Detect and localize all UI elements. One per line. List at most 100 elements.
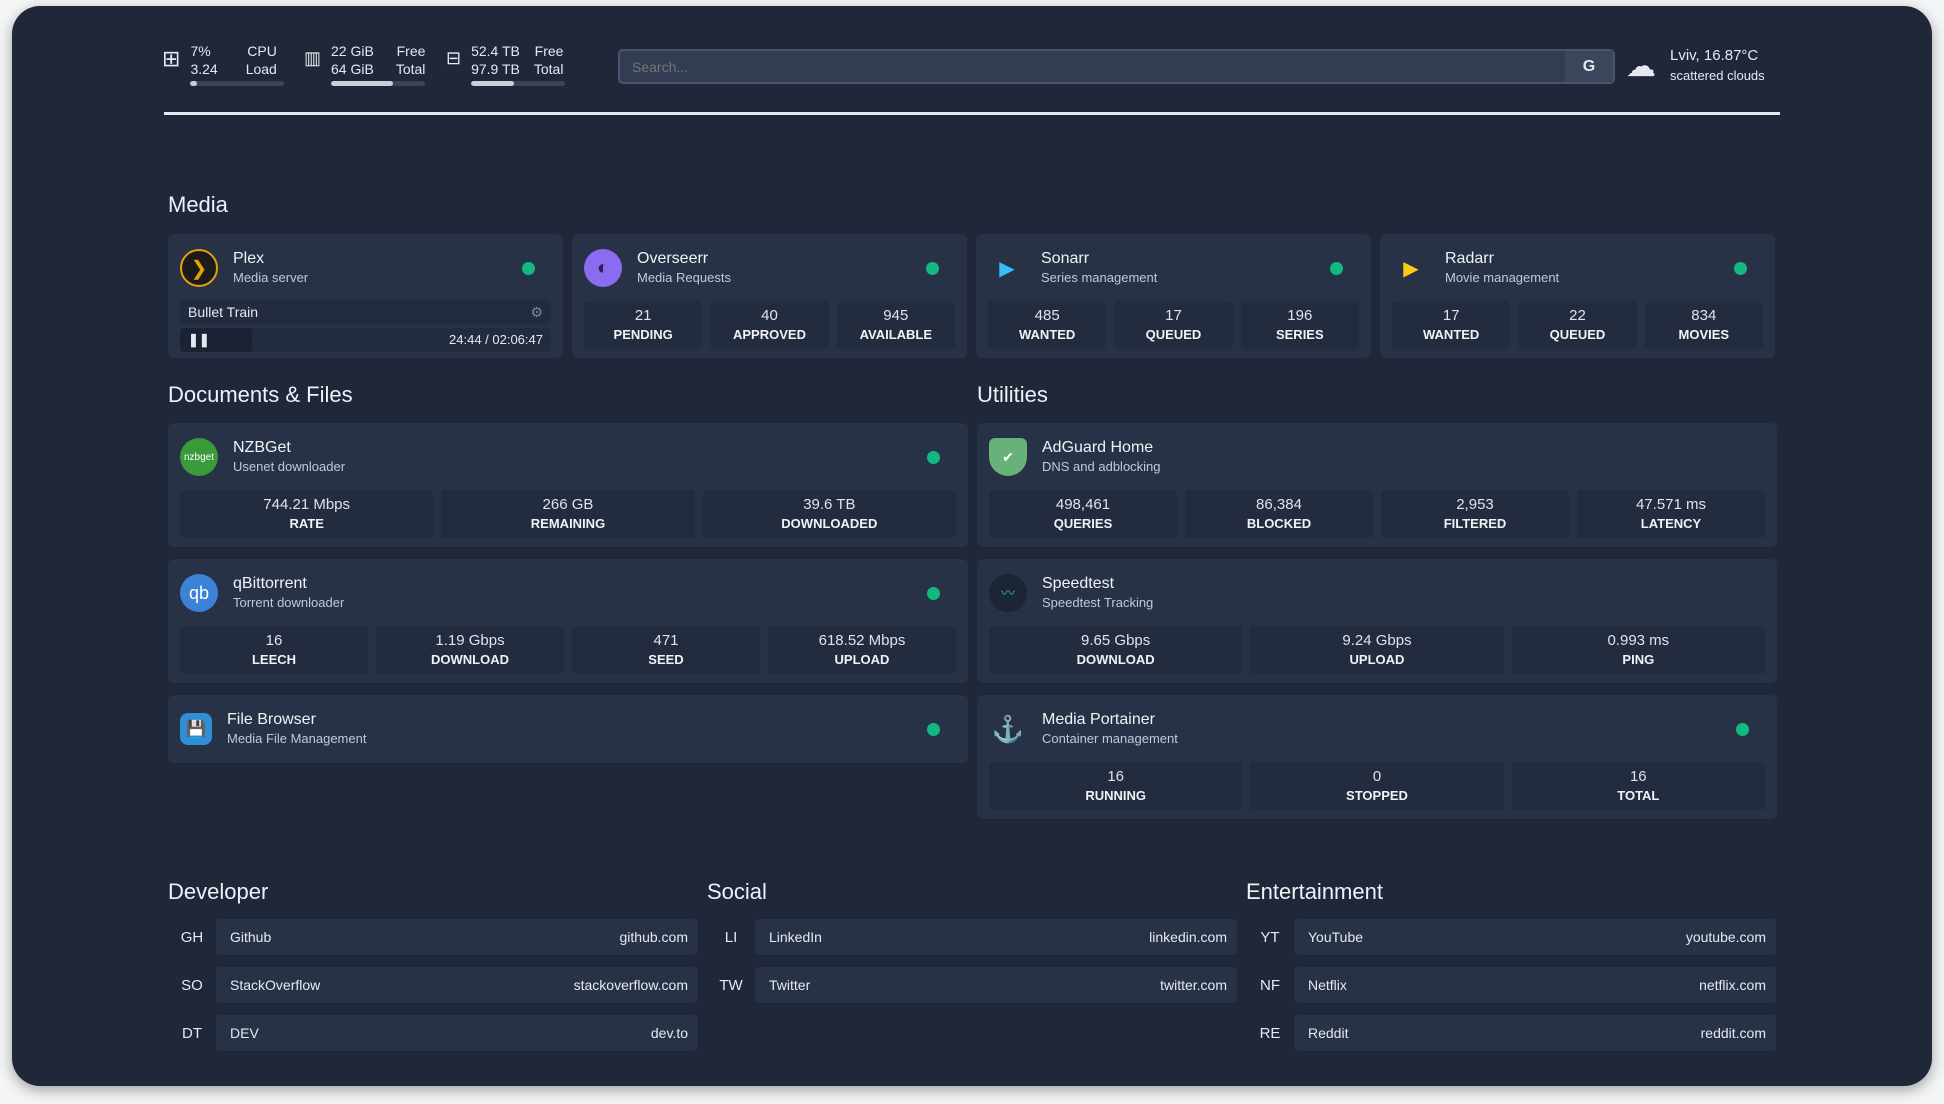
service-card-overseerr[interactable]: ◐ Overseerr Media Requests 21 PENDING 40 APPRO… [572, 234, 967, 358]
stat-available: 945 AVAILABLE [836, 301, 955, 349]
service-card-file-browser[interactable]: 💾 File Browser Media File Management [168, 695, 968, 763]
search-input[interactable] [620, 58, 1565, 75]
stat-queued: 22 QUEUED [1518, 301, 1637, 349]
bookmark-abbr: LI [724, 928, 738, 946]
bookmark-reddit[interactable]: RE Reddit reddit.com [1246, 1015, 1776, 1051]
stat-value: 40 [761, 307, 778, 324]
stat-downloaded: 39.6 TB DOWNLOADED [702, 490, 956, 538]
bookmark-url[interactable]: github.com [619, 929, 688, 945]
status-online-dot [927, 450, 940, 464]
bookmark-linkedin[interactable]: LI LinkedIn linkedin.com [707, 919, 1237, 955]
cloud-icon: ☁ [1626, 49, 1656, 83]
bookmark-name[interactable]: Netflix [1308, 977, 1347, 993]
stats-row: 16 LEECH 1.19 Gbps DOWNLOAD 471 SEED 618.52 Mb… [180, 626, 956, 674]
service-desc: Media server [233, 270, 309, 285]
stats-row: 498,461 QUERIES 86,384 BLOCKED 2,953 FILTERED… [989, 490, 1765, 538]
stat-download: 1.19 Gbps DOWNLOAD [376, 626, 564, 674]
playback-bar[interactable]: ❚❚ 24:44 / 02:06:47 [180, 328, 551, 352]
bookmark-youtube[interactable]: YT YouTube youtube.com [1246, 919, 1776, 955]
bookmark-url[interactable]: twitter.com [1160, 977, 1227, 993]
service-desc: Torrent downloader [233, 595, 345, 610]
stats-row: 744.21 Mbps RATE 266 GB REMAINING 39.6 TB DOW… [180, 490, 956, 538]
stat-label: APPROVED [733, 327, 806, 342]
service-card-nzbget[interactable]: nzbget NZBGet Usenet downloader 744.21 Mbps… [168, 423, 968, 547]
cpu-load: 3.24 [190, 61, 218, 77]
settings-icon[interactable]: ⚙ [530, 303, 543, 320]
service-card-media-portainer[interactable]: ⚓ Media Portainer Container management 16 RU… [977, 695, 1777, 819]
bookmark-abbr: TW [719, 976, 743, 994]
stat-value: 16 [265, 632, 283, 649]
service-desc: Movie management [1445, 270, 1560, 285]
bookmark-url[interactable]: linkedin.com [1149, 929, 1227, 945]
service-name: qBittorrent [233, 575, 307, 592]
stat-upload: 9.24 Gbps UPLOAD [1250, 626, 1504, 674]
stat-label: SERIES [1275, 327, 1324, 342]
service-name: NZBGet [233, 439, 291, 456]
cpu-widget: ⊞ 7% 3.24 CPU Load [162, 42, 285, 86]
free-label: Free [534, 43, 564, 59]
pause-icon[interactable]: ❚❚ [188, 332, 210, 347]
search-bar[interactable]: G [618, 49, 1615, 84]
stat-label: WANTED [1018, 327, 1076, 342]
stat-label: RUNNING [1085, 788, 1146, 803]
stat-rate: 744.21 Mbps RATE [180, 490, 434, 538]
service-desc: Media Requests [637, 270, 731, 285]
bookmark-dev[interactable]: DT DEV dev.to [168, 1015, 698, 1051]
service-name: Sonarr [1041, 250, 1090, 267]
bookmark-netflix[interactable]: NF Netflix netflix.com [1246, 967, 1776, 1003]
memory-bar [331, 81, 426, 86]
bookmark-name[interactable]: Twitter [769, 977, 811, 993]
stat-label: PENDING [613, 327, 673, 342]
total-label: Total [395, 61, 426, 77]
bookmark-name[interactable]: StackOverflow [230, 977, 321, 993]
bookmark-name[interactable]: Github [230, 929, 272, 945]
bookmark-abbr: NF [1260, 976, 1280, 994]
bookmark-twitter[interactable]: TW Twitter twitter.com [707, 967, 1237, 1003]
bookmark-url[interactable]: reddit.com [1700, 1025, 1766, 1041]
bookmark-url[interactable]: youtube.com [1685, 929, 1766, 945]
stat-label: DOWNLOAD [431, 652, 509, 667]
disk-icon: ⊟ [446, 48, 462, 68]
cpu-icon: ⊞ [162, 46, 181, 71]
bookmark-url[interactable]: stackoverflow.com [573, 977, 688, 993]
memory-widget: ▥ 22 GiB 64 GiB Free Total [304, 42, 425, 86]
service-card-adguard-home[interactable]: ✔ AdGuard Home DNS and adblocking 498,461 QU… [977, 423, 1777, 547]
bookmark-name[interactable]: LinkedIn [769, 929, 822, 945]
search-engine-button[interactable]: G [1565, 51, 1613, 82]
filebrowser-icon: 💾 [180, 713, 212, 745]
bookmark-name[interactable]: DEV [230, 1025, 259, 1041]
stat-value: 9.65 Gbps [1081, 632, 1151, 649]
stats-row: 17 WANTED 22 QUEUED 834 MOVIES [1392, 301, 1763, 349]
status-online-dot [1734, 261, 1747, 275]
stat-queries: 498,461 QUERIES [989, 490, 1177, 538]
service-card-radarr[interactable]: ▶ Radarr Movie management 17 WANTED 22 QUEUED 8… [1380, 234, 1775, 358]
cpu-bar [190, 81, 285, 86]
stat-label: LEECH [251, 652, 297, 667]
stat-wanted: 485 WANTED [988, 301, 1107, 349]
stat-label: UPLOAD [834, 652, 890, 667]
stat-blocked: 86,384 BLOCKED [1185, 490, 1373, 538]
stat-value: 2,953 [1456, 496, 1494, 513]
load-label: Load [245, 61, 277, 77]
service-card-qbittorrent[interactable]: qb qBittorrent Torrent downloader 16 LEECH 1.… [168, 559, 968, 683]
service-name: File Browser [227, 711, 316, 728]
bookmark-github[interactable]: GH Github github.com [168, 919, 698, 955]
memory-icon: ▥ [304, 48, 322, 68]
bookmark-url[interactable]: dev.to [650, 1025, 688, 1041]
stat-value: 39.6 TB [803, 496, 856, 513]
bookmark-name[interactable]: Reddit [1308, 1025, 1349, 1041]
stat-leech: 16 LEECH [180, 626, 368, 674]
service-desc: Speedtest Tracking [1042, 595, 1154, 610]
bookmark-name[interactable]: YouTube [1308, 929, 1364, 945]
bookmark-stackoverflow[interactable]: SO StackOverflow stackoverflow.com [168, 967, 698, 1003]
stats-row: 16 RUNNING 0 STOPPED 16 TOTAL [989, 762, 1765, 810]
bookmark-abbr: RE [1259, 1024, 1281, 1042]
status-online-dot [1330, 261, 1343, 275]
service-card-plex[interactable]: ❯ Plex Media server Bullet Train ⚙ ❚❚ 24:44 /… [168, 234, 563, 358]
service-card-speedtest[interactable]: 〰 Speedtest Speedtest Tracking 9.65 Gbps DOW… [977, 559, 1777, 683]
bookmark-abbr: DT [182, 1024, 202, 1042]
stat-label: QUEUED [1549, 327, 1606, 342]
bookmark-url[interactable]: netflix.com [1699, 977, 1766, 993]
now-playing-title: Bullet Train [188, 304, 259, 320]
service-card-sonarr[interactable]: ▶ Sonarr Series management 485 WANTED 17 QUEUE… [976, 234, 1371, 358]
